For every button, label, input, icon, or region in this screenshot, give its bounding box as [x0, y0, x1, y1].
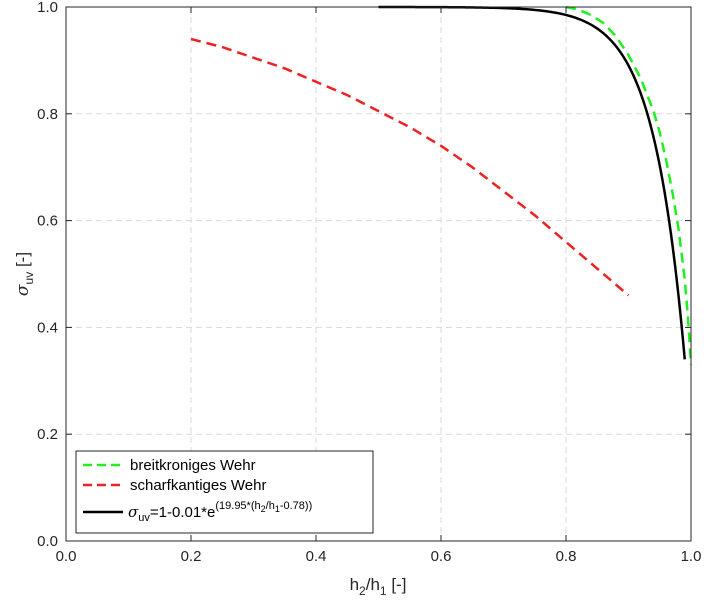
- x-tick-label: 0.8: [556, 548, 577, 565]
- series-line-0: [565, 5, 693, 365]
- y-label-sub: uv: [22, 272, 36, 285]
- legend-label-formula: σuv=1-0.01*e(19.95*(h2/h1-0.78)): [128, 500, 312, 524]
- legend-box: [75, 450, 374, 534]
- x-tick-label: 0.6: [431, 548, 452, 565]
- y-label-unit: [-]: [13, 252, 32, 272]
- x-label-sub1: 2: [359, 584, 366, 598]
- formula-sup-end: -0.78)): [280, 500, 312, 512]
- x-tick-label: 0.0: [56, 548, 77, 565]
- x-axis-label: h2/h1 [-]: [350, 575, 407, 598]
- formula-sup-mid: /h: [266, 500, 275, 512]
- x-tick-label: 0.4: [306, 548, 327, 565]
- axes-box: [65, 6, 692, 542]
- y-tick-label: 0.4: [37, 319, 58, 336]
- legend: breitkroniges Wehr scharfkantiges Wehr σ…: [75, 450, 374, 534]
- formula-sigma-sub: uv: [138, 512, 150, 524]
- y-axis-label: σuv [-]: [13, 252, 36, 296]
- x-label-sub2: 1: [380, 584, 387, 598]
- formula-sup: (19.95*(h: [215, 500, 260, 512]
- y-label-symbol: σ: [13, 284, 33, 296]
- ticks: [65, 6, 692, 542]
- series-line-1: [190, 37, 630, 297]
- x-label-main: h: [350, 575, 359, 594]
- x-label-mid: /h: [366, 575, 380, 594]
- tick-labels: 0.0 0.2 0.4 0.6 0.8 1.0 0.0 0.2 0.4 0.6 0.8 1.0: [37, 0, 701, 565]
- legend-label-scharfkantiges: scharfkantiges Wehr: [130, 477, 266, 494]
- formula-sup-sub2: 1: [275, 504, 280, 514]
- legend-label-breitkroniges: breitkroniges Wehr: [130, 457, 256, 474]
- series-line-2: [378, 5, 686, 360]
- x-label-unit: [-]: [387, 575, 407, 594]
- y-tick-label: 1.0: [37, 0, 58, 16]
- x-tick-label: 0.2: [181, 548, 202, 565]
- formula-sup-sub1: 2: [261, 504, 266, 514]
- formula-sigma: σ: [128, 503, 139, 521]
- y-tick-label: 0.2: [37, 426, 58, 443]
- y-tick-label: 0.6: [37, 213, 58, 230]
- y-tick-label: 0.0: [37, 533, 58, 550]
- y-tick-label: 0.8: [37, 106, 58, 123]
- x-tick-label: 1.0: [681, 548, 702, 565]
- formula-pre: =1-0.01*e: [150, 504, 215, 521]
